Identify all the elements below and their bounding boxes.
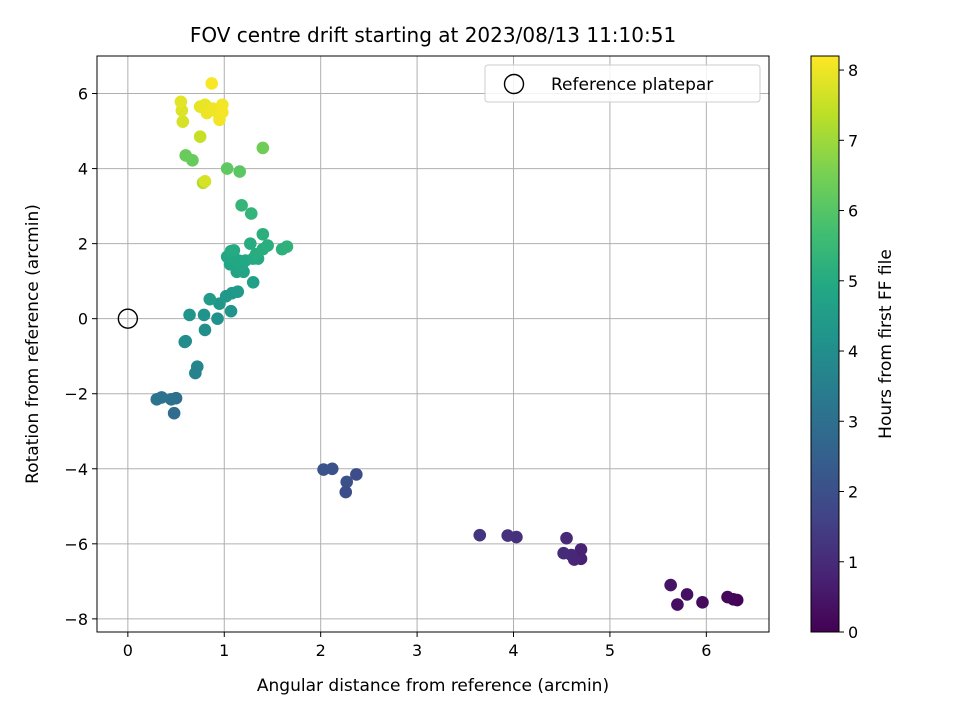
colorbar-tick-label: 5	[848, 272, 858, 291]
x-tick-label: 2	[316, 641, 326, 660]
scatter-point	[721, 590, 734, 604]
x-axis-label: Angular distance from reference (arcmin)	[257, 676, 609, 696]
x-tick-label: 0	[123, 641, 133, 660]
y-tick-label: −4	[64, 460, 88, 479]
scatter-point	[198, 175, 212, 188]
y-tick-label: −2	[64, 385, 88, 404]
x-tick-label: 4	[508, 641, 518, 660]
scatter-point	[574, 543, 588, 556]
plot-frame	[96, 55, 770, 633]
colorbar-tick-label: 6	[848, 202, 858, 221]
scatter-point	[150, 393, 164, 406]
scatter-point	[680, 588, 694, 601]
legend: Reference platepar	[484, 64, 761, 103]
scatter-point	[280, 240, 294, 253]
legend-reference-marker	[503, 73, 525, 95]
x-tick-label: 5	[605, 641, 615, 660]
legend-box	[484, 64, 761, 103]
scatter-point	[243, 237, 257, 250]
scatter-point	[256, 141, 270, 155]
scatter-point	[174, 95, 188, 109]
y-tick-label: −8	[64, 610, 88, 629]
reference-marker-layer	[117, 308, 139, 329]
scatter-point	[256, 227, 270, 241]
scatter-point	[164, 393, 178, 406]
colorbar-tick-label: 8	[848, 61, 858, 80]
chart-title: FOV centre drift starting at 2023/08/13 …	[190, 23, 676, 47]
scatter-point	[224, 304, 238, 318]
colorbar-tick-label: 2	[848, 483, 858, 502]
scatter-point	[696, 596, 709, 609]
scatter-point	[664, 578, 677, 592]
scatter-point	[203, 292, 217, 306]
y-tick-label: 4	[78, 160, 88, 179]
scatter-point	[501, 529, 515, 542]
x-tick-label: 6	[701, 641, 711, 660]
colorbar-tick-label: 7	[848, 131, 858, 150]
scatter-point	[216, 105, 229, 119]
x-tick-label: 3	[412, 641, 422, 660]
scatter-point	[167, 406, 181, 420]
scatter-point	[231, 285, 245, 298]
scatter-point	[227, 244, 241, 257]
scatter-point	[317, 463, 330, 476]
colorbar-ticks: 0 1 2 3 4 5 6 7 8	[839, 61, 858, 642]
colorbar-tick-label: 1	[848, 553, 858, 572]
scatter-point	[220, 162, 234, 175]
scatter-point	[193, 130, 207, 143]
scatter-point	[211, 312, 224, 325]
y-tick-label: 2	[78, 235, 88, 254]
scatter-point	[261, 239, 274, 252]
colorbar-label: Hours from first FF file	[876, 249, 896, 439]
scatter-point	[176, 115, 190, 128]
y-tick-label: 0	[78, 310, 88, 329]
scatter-point	[183, 308, 196, 322]
scatter-point	[340, 475, 354, 489]
scatter-point	[233, 165, 246, 178]
data-points	[150, 77, 744, 611]
scatter-point	[560, 531, 573, 545]
colorbar-tick-label: 4	[848, 342, 858, 361]
y-tick-label: −6	[64, 535, 88, 554]
scatter-point	[179, 334, 193, 348]
scatter-point	[189, 366, 202, 380]
y-axis-label: Rotation from reference (arcmin)	[23, 204, 43, 484]
scatter-point	[198, 323, 212, 337]
scatter-point	[350, 468, 363, 481]
scatter-point	[235, 199, 248, 212]
scatter-point	[197, 308, 211, 322]
scatter-point	[205, 77, 219, 90]
colorbar-tick-label: 0	[848, 623, 858, 642]
y-tick-label: 6	[78, 85, 88, 104]
scatter-point	[179, 149, 193, 162]
colorbar-gradient	[810, 55, 840, 633]
reference-platepar-marker	[117, 308, 139, 329]
x-tick-label: 1	[219, 641, 229, 660]
colorbar-tick-label: 3	[848, 412, 858, 431]
scatter-point	[339, 485, 353, 499]
colorbar: 0 1 2 3 4 5 6 7 8 Hours from first FF file	[810, 55, 896, 642]
scatter-point	[246, 275, 260, 289]
scatter-point	[473, 528, 487, 542]
y-axis-ticks: −8 −6 −4 −2 0 2 4 6	[64, 85, 97, 629]
x-axis-ticks: 0 1 2 3 4 5 6	[123, 632, 711, 660]
scatter-point	[557, 546, 570, 560]
scatter-point	[244, 207, 258, 220]
legend-label: Reference platepar	[551, 75, 713, 95]
scatter-point	[671, 598, 684, 611]
